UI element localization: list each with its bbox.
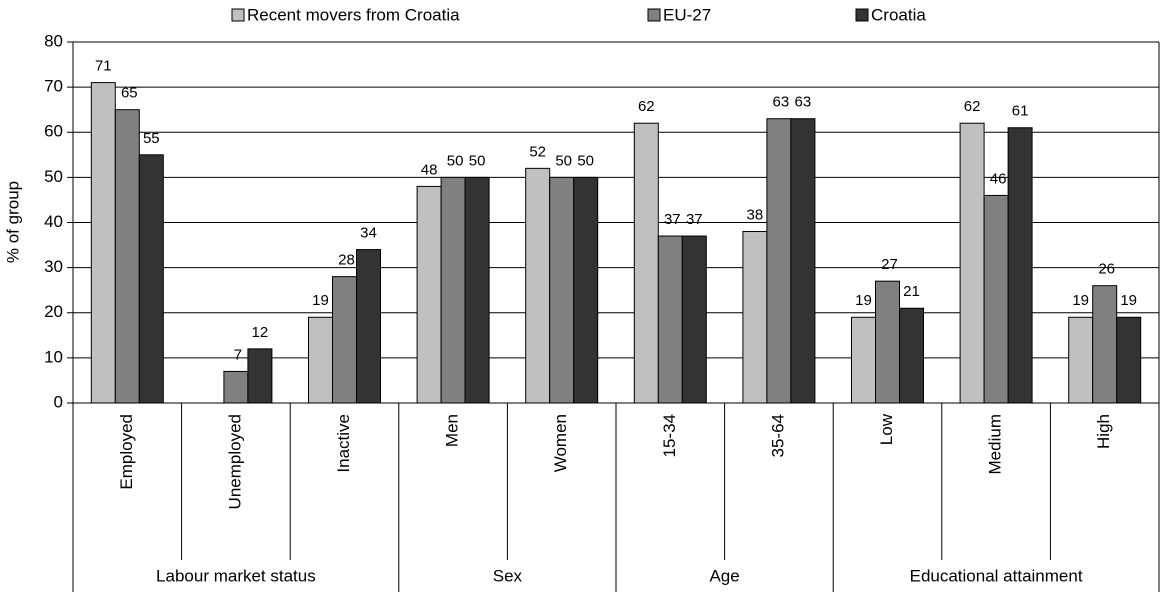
bar xyxy=(223,370,249,404)
bar xyxy=(899,307,924,404)
data-label: 61 xyxy=(1012,103,1029,120)
data-label: 19 xyxy=(1120,292,1137,309)
bar xyxy=(983,194,1009,404)
legend-label: Croatia xyxy=(871,5,926,24)
data-label: 63 xyxy=(773,94,790,111)
bar xyxy=(138,154,164,404)
x-tick-label: 35-64 xyxy=(768,414,787,457)
bar xyxy=(549,176,575,404)
x-tick-label: Women xyxy=(551,414,570,472)
y-tick-label: 70 xyxy=(44,77,63,96)
data-label: 62 xyxy=(638,98,655,115)
data-label: 38 xyxy=(747,206,764,223)
bar xyxy=(114,109,140,404)
group-label: Age xyxy=(709,566,739,585)
data-label: 7 xyxy=(234,346,242,363)
y-tick-label: 10 xyxy=(44,347,63,366)
group-label: Educational attainment xyxy=(910,566,1083,585)
bar xyxy=(356,249,381,404)
bar xyxy=(1092,285,1118,404)
y-tick-label: 30 xyxy=(44,257,63,276)
y-tick-label: 0 xyxy=(54,392,63,411)
bar xyxy=(573,176,599,404)
x-tick-label: Low xyxy=(877,413,896,445)
y-tick-label: 40 xyxy=(44,212,63,231)
x-tick-label: Employed xyxy=(117,414,136,490)
legend-swatch xyxy=(855,8,869,22)
data-label: 63 xyxy=(795,94,812,111)
data-label: 21 xyxy=(903,283,920,300)
legend-label: Recent movers from Croatia xyxy=(247,5,460,24)
y-tick-label: 60 xyxy=(44,122,63,141)
x-tick-label: Men xyxy=(443,414,462,447)
bar xyxy=(742,231,768,404)
bar xyxy=(416,185,442,404)
data-label: 37 xyxy=(686,211,703,228)
data-label: 55 xyxy=(143,130,160,147)
bar xyxy=(1068,316,1094,404)
data-label: 50 xyxy=(555,152,572,169)
bar xyxy=(633,122,659,404)
bar xyxy=(440,176,466,404)
data-label: 71 xyxy=(95,58,112,75)
y-axis-label: % of group xyxy=(3,181,22,263)
data-label: 37 xyxy=(664,211,681,228)
x-tick-label: High xyxy=(1094,414,1113,449)
data-label: 19 xyxy=(1072,292,1089,309)
bar xyxy=(875,280,900,404)
legend-swatch xyxy=(647,8,661,22)
x-tick-label: Unemployed xyxy=(225,414,244,509)
legend-label: EU-27 xyxy=(663,5,711,24)
y-tick-label: 20 xyxy=(44,302,63,321)
bar xyxy=(766,118,792,404)
data-label: 65 xyxy=(121,85,138,102)
group-label: Labour market status xyxy=(156,566,316,585)
bar xyxy=(657,235,683,404)
bar xyxy=(247,348,273,404)
bar xyxy=(332,276,357,404)
data-label: 52 xyxy=(529,143,546,160)
bar xyxy=(851,316,876,404)
data-label: 50 xyxy=(469,152,486,169)
bar xyxy=(308,316,333,404)
y-tick-label: 80 xyxy=(44,31,63,50)
y-tick-label: 50 xyxy=(44,167,63,186)
group-label: Sex xyxy=(493,566,523,585)
bar xyxy=(90,82,116,404)
x-tick-label: 15-34 xyxy=(660,414,679,457)
data-label: 50 xyxy=(447,152,464,169)
data-label: 26 xyxy=(1098,261,1115,278)
x-tick-label: Inactive xyxy=(334,414,353,473)
bar xyxy=(959,122,985,404)
data-label: 46 xyxy=(990,170,1007,187)
bar xyxy=(525,167,551,404)
data-label: 50 xyxy=(577,152,594,169)
data-label: 62 xyxy=(964,98,981,115)
bar xyxy=(1116,316,1142,404)
x-tick-label: Medium xyxy=(986,414,1005,474)
data-label: 34 xyxy=(360,225,377,242)
bar xyxy=(1007,127,1033,404)
data-label: 12 xyxy=(252,324,269,341)
bar xyxy=(464,176,490,404)
bar xyxy=(790,118,816,404)
data-label: 48 xyxy=(421,161,438,178)
bar xyxy=(681,235,707,404)
data-label: 19 xyxy=(855,292,872,309)
data-label: 28 xyxy=(338,252,355,269)
data-label: 27 xyxy=(881,256,898,273)
data-label: 19 xyxy=(312,292,329,309)
legend-swatch xyxy=(231,8,245,22)
